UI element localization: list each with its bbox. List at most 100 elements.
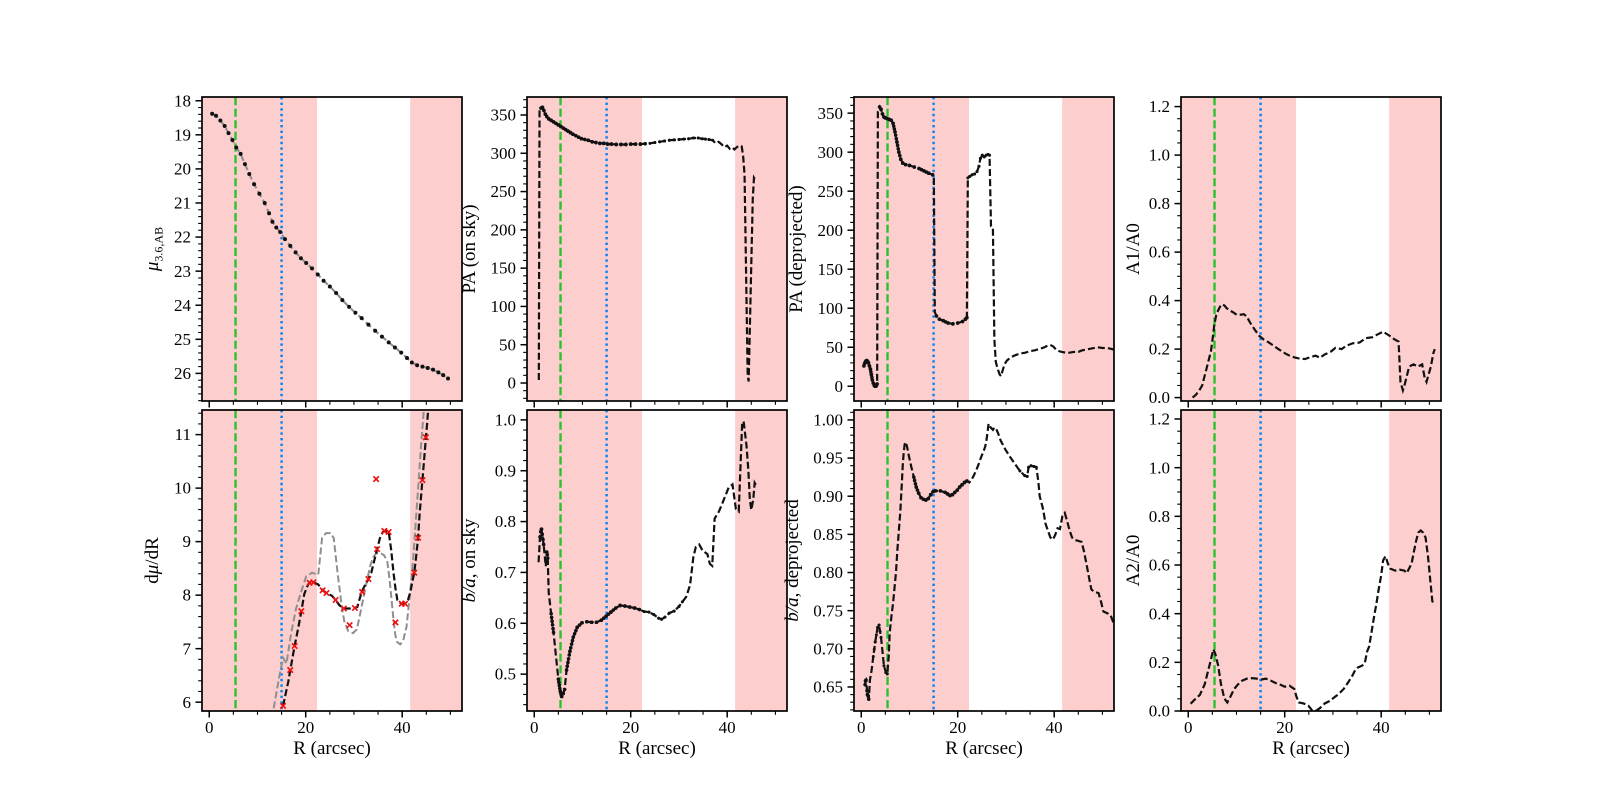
y-tick-label: 23 xyxy=(174,262,191,281)
dense-sample-dot xyxy=(863,682,867,687)
data-point-marker xyxy=(436,370,441,375)
y-tick-label: 200 xyxy=(491,220,517,239)
shaded-band-outer xyxy=(410,97,462,401)
x-tick-label: 20 xyxy=(1276,718,1293,737)
red-x-marker xyxy=(401,600,409,607)
dense-sample-dot xyxy=(623,604,627,608)
dense-sample-dot xyxy=(955,488,960,492)
dense-sample-dot xyxy=(957,485,962,489)
dense-sample-dot xyxy=(869,370,873,374)
dense-sample-dot xyxy=(1023,474,1027,478)
x-tick-label: 40 xyxy=(719,718,736,737)
data-point-marker xyxy=(222,123,227,128)
y-tick-label: 0.4 xyxy=(1149,291,1171,310)
dense-sample-dot xyxy=(893,130,897,134)
data-point-marker xyxy=(359,316,364,321)
dense-sample-dot xyxy=(538,535,542,539)
dense-sample-dot xyxy=(576,135,581,140)
dense-sample-dot xyxy=(975,170,979,174)
dense-sample-dot xyxy=(680,600,684,604)
red-x-marker xyxy=(298,607,305,615)
y-tick-label: 0.8 xyxy=(1149,507,1170,526)
red-x-marker xyxy=(414,534,422,542)
dense-sample-dot xyxy=(551,630,556,635)
red-x-outlier-marker xyxy=(346,621,353,629)
shaded-band-inner xyxy=(202,97,318,401)
dense-sample-dot xyxy=(928,492,933,497)
dense-sample-dot xyxy=(866,361,871,365)
dense-sample-dot xyxy=(894,136,899,141)
dense-sample-dot xyxy=(628,142,633,146)
dense-sample-dot xyxy=(903,162,908,167)
data-point-marker xyxy=(278,229,283,234)
data-point-marker xyxy=(267,211,272,216)
data-point-marker xyxy=(238,151,243,156)
dense-sample-dot xyxy=(968,174,972,178)
dense-sample-dot xyxy=(540,532,544,537)
data-point-marker xyxy=(386,340,391,345)
dense-sample-dot xyxy=(618,603,622,608)
x-tick-label: 20 xyxy=(949,718,966,737)
dense-sample-dot xyxy=(562,687,567,692)
dense-sample-dot xyxy=(632,606,637,610)
y-tick-label: 200 xyxy=(818,221,844,240)
dense-sample-dot xyxy=(891,121,895,126)
y-tick-label: 350 xyxy=(491,106,517,125)
y-tick-label: 0.7 xyxy=(495,563,517,582)
dense-sample-dot xyxy=(601,141,606,146)
shaded-band-inner xyxy=(854,410,970,711)
dense-sample-dot xyxy=(700,137,704,141)
dense-sample-dot xyxy=(566,660,570,665)
y-tick-label: 6 xyxy=(183,693,192,712)
dense-sample-dot xyxy=(550,623,555,627)
shaded-band-inner xyxy=(854,97,970,401)
y-tick-label: 0.5 xyxy=(495,665,516,684)
y-axis-label: dμ/dR xyxy=(142,537,163,584)
dense-sample-dot xyxy=(559,694,564,699)
data-point-marker xyxy=(218,118,223,123)
red-x-marker xyxy=(351,604,359,612)
x-tick-label: 0 xyxy=(857,718,866,737)
data-point-marker xyxy=(340,298,345,303)
dense-sample-dot xyxy=(662,139,666,143)
data-point-marker xyxy=(230,137,235,142)
dense-sample-dot xyxy=(871,654,875,658)
data-point-marker xyxy=(446,376,451,381)
x-axis-label: R (arcsec) xyxy=(945,738,1023,759)
red-x-marker xyxy=(365,575,372,583)
data-point-marker xyxy=(247,172,252,177)
y-tick-label: 250 xyxy=(818,182,844,201)
dense-sample-dot xyxy=(1032,464,1036,468)
panel-dmu-dr: 0 20 40 R (arcsec) 6 7 8 9 10 11 dμ/dR xyxy=(142,409,463,759)
dense-sample-dot xyxy=(960,482,964,487)
dense-sample-dot xyxy=(895,140,899,144)
y-tick-label: 1.2 xyxy=(1149,97,1170,116)
dense-sample-dot xyxy=(658,140,662,144)
dense-sample-dot xyxy=(627,605,632,609)
y-tick-label: 0.8 xyxy=(1149,194,1170,213)
dense-sample-dot xyxy=(609,142,614,146)
red-x-marker xyxy=(319,587,326,594)
x-tick-label: 0 xyxy=(530,718,539,737)
dense-sample-dot xyxy=(870,378,875,382)
dense-sample-dot xyxy=(866,694,871,698)
dense-sample-dot xyxy=(951,322,955,326)
dense-sample-dot xyxy=(1027,465,1031,469)
panel-border xyxy=(526,96,788,402)
dense-sample-dot xyxy=(892,127,897,131)
dense-sample-dot xyxy=(614,142,619,147)
y-tick-label: 350 xyxy=(818,104,844,123)
dense-sample-dot xyxy=(896,146,901,151)
shaded-band-outer xyxy=(1389,97,1441,401)
y-tick-label: 150 xyxy=(491,259,517,278)
dense-sample-dot xyxy=(550,619,554,623)
dense-sample-dot xyxy=(873,640,877,644)
data-point-marker xyxy=(327,284,332,289)
red-x-marker xyxy=(358,588,366,596)
dense-sample-dot xyxy=(1018,469,1022,473)
dense-sample-dot xyxy=(891,124,896,128)
dense-sample-dot xyxy=(611,608,616,612)
dense-sample-dot xyxy=(988,153,992,157)
data-point-marker xyxy=(304,260,309,265)
